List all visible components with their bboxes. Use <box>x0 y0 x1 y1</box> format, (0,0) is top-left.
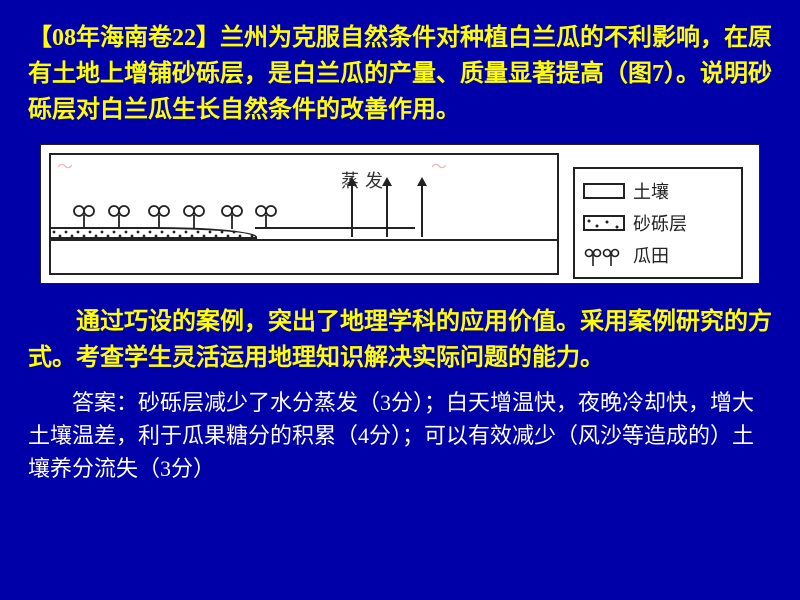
legend-label: 土壤 <box>633 178 669 204</box>
legend-row-soil: 土壤 <box>583 175 733 207</box>
gravel-swatch-icon <box>583 215 625 231</box>
melon-plant-icon <box>181 201 207 229</box>
question-tag: 【08年海南卷22】 <box>28 25 220 51</box>
legend-label: 砂砾层 <box>633 210 687 236</box>
watermark-icon: 〜 <box>57 153 73 177</box>
soil-layer <box>51 239 557 273</box>
answer-block: 答案：砂砾层减少了水分蒸发（3分）；白天增温快，夜晚冷却快，增大土壤温差，利于瓜… <box>28 386 772 485</box>
diagram-legend: 土壤 砂砾层 <box>573 167 743 279</box>
watermark-icon: 〜 <box>431 153 447 177</box>
evaporation-arrow-icon <box>421 179 423 237</box>
legend-label: 瓜田 <box>633 242 669 268</box>
melon-plant-icon <box>106 201 132 229</box>
melon-plant-icon <box>219 201 245 229</box>
question-text: 【08年海南卷22】兰州为克服自然条件对种植白兰瓜的不利影响，在原有土地上增铺砂… <box>28 20 772 128</box>
soil-swatch-icon <box>583 183 625 199</box>
plant-swatch-icon <box>583 244 625 266</box>
legend-row-gravel: 砂砾层 <box>583 207 733 239</box>
melon-plant-icon <box>71 201 97 229</box>
answer-lead: 答案： <box>28 386 138 419</box>
diagram-canvas: 〜 〜 蒸发 <box>49 153 559 275</box>
evaporation-arrow-icon <box>386 179 388 237</box>
evaporation-arrow-icon <box>351 179 353 237</box>
legend-row-plant: 瓜田 <box>583 239 733 271</box>
analysis-text: 通过巧设的案例，突出了地理学科的应用价值。采用案例研究的方式。考查学生灵活运用地… <box>28 304 772 376</box>
diagram-figure: 〜 〜 蒸发 土壤 砂砾层 <box>40 144 760 284</box>
melon-plant-icon <box>253 201 279 229</box>
slide-root: 【08年海南卷22】兰州为克服自然条件对种植白兰瓜的不利影响，在原有土地上增铺砂… <box>0 0 800 505</box>
melon-plant-icon <box>146 201 172 229</box>
